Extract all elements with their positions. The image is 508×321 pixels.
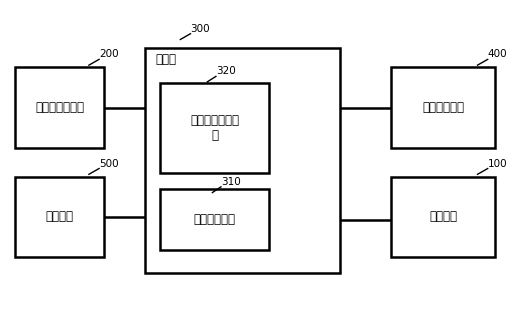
Text: 100: 100	[488, 159, 507, 169]
Text: 310: 310	[221, 177, 241, 187]
Text: 数控机床系统: 数控机床系统	[422, 101, 464, 114]
Text: 驱动模块: 驱动模块	[429, 210, 457, 223]
Bar	[145, 48, 340, 273]
Text: 喷嘴模块: 喷嘴模块	[46, 210, 74, 223]
Text: 300: 300	[190, 24, 210, 34]
Bar	[160, 83, 269, 173]
Text: 200: 200	[99, 49, 119, 59]
Text: 电火花检测模块: 电火花检测模块	[35, 101, 84, 114]
Text: 320: 320	[216, 66, 236, 76]
Bar	[391, 177, 495, 257]
Bar	[15, 177, 104, 257]
Text: 驱动检测设置模
块: 驱动检测设置模 块	[190, 114, 239, 143]
Text: 处理器: 处理器	[155, 53, 176, 66]
Bar	[15, 67, 104, 148]
Text: 500: 500	[99, 159, 119, 169]
Text: 400: 400	[488, 49, 507, 59]
Bar	[391, 67, 495, 148]
Bar	[160, 189, 269, 250]
Text: 驱动检测模块: 驱动检测模块	[194, 213, 236, 226]
